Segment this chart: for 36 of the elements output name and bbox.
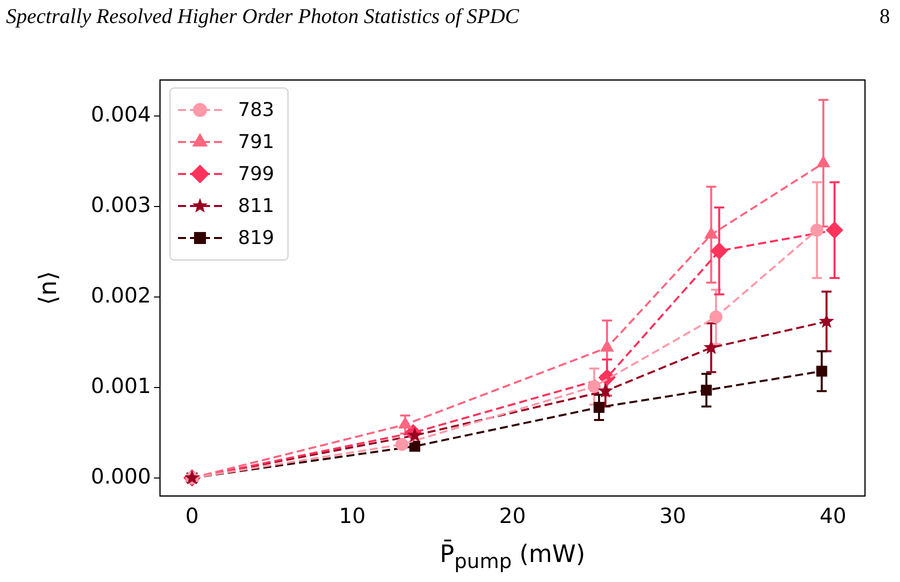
point bbox=[704, 227, 718, 239]
point bbox=[826, 222, 844, 239]
y-tick-label: 0.004 bbox=[90, 102, 151, 127]
point bbox=[398, 417, 412, 429]
point bbox=[588, 380, 601, 394]
text: Spectrally Resolved Higher Order Photon Statistics of SPDC bbox=[6, 4, 520, 29]
legend-label: 811 bbox=[238, 194, 274, 217]
point bbox=[816, 366, 828, 377]
y-tick-label: 0.000 bbox=[90, 464, 151, 488]
y-axis-title: ⟨n⟩ bbox=[34, 271, 62, 305]
point bbox=[594, 402, 604, 413]
text: 8 bbox=[880, 4, 890, 29]
point bbox=[395, 438, 408, 451]
point bbox=[700, 384, 712, 396]
legend-label: 819 bbox=[238, 226, 274, 249]
legend-label: 791 bbox=[238, 130, 274, 153]
x-tick-label: 0 bbox=[185, 504, 199, 528]
x-tick-label: 20 bbox=[499, 504, 526, 528]
point bbox=[704, 340, 719, 354]
point bbox=[816, 156, 830, 168]
point bbox=[818, 313, 834, 328]
point bbox=[810, 224, 824, 237]
point bbox=[600, 340, 614, 352]
legend-label: 799 bbox=[238, 162, 274, 185]
point bbox=[407, 427, 422, 442]
point bbox=[598, 383, 614, 398]
y-tick-label: 0.003 bbox=[90, 193, 151, 218]
point bbox=[710, 242, 728, 260]
y-tick-label: 0.001 bbox=[90, 374, 151, 398]
x-tick-label: 40 bbox=[820, 504, 846, 528]
x-axis-title: P̄$_{pump}$ (mW) bbox=[438, 540, 586, 573]
x-tick-label: 10 bbox=[338, 504, 366, 528]
point bbox=[709, 310, 722, 324]
legend-label: 783 bbox=[238, 98, 274, 121]
y-tick-label: 0.002 bbox=[90, 283, 151, 308]
x-tick-label: 30 bbox=[659, 504, 686, 528]
